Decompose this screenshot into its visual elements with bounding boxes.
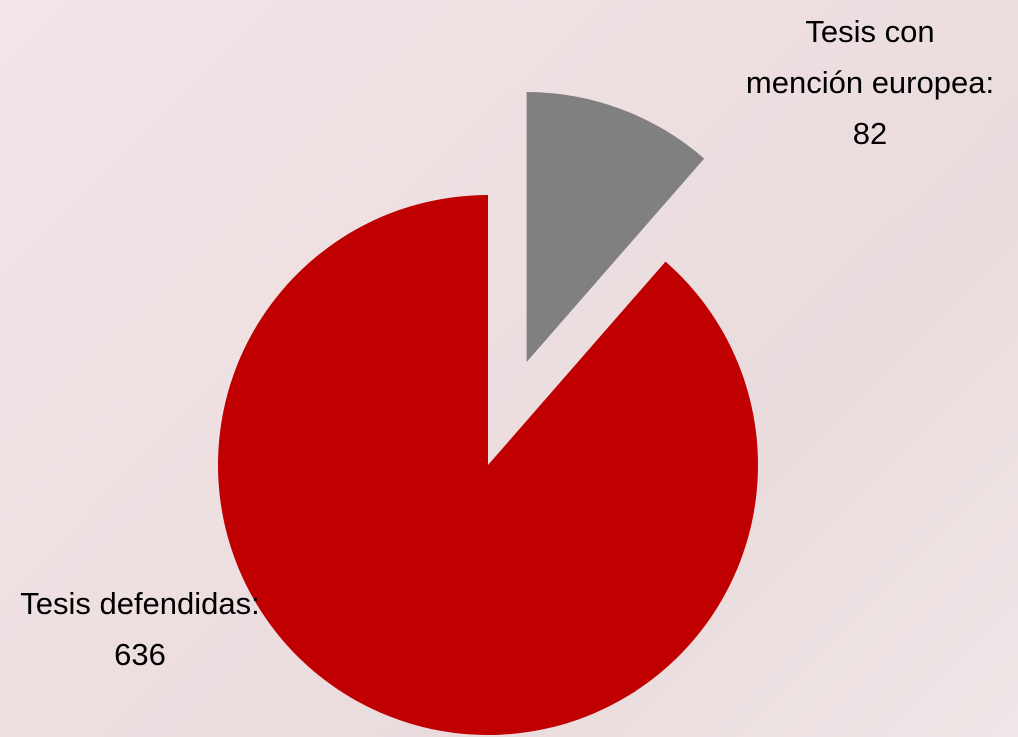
data-label: Tesis defendidas: 636	[10, 578, 270, 680]
page: Tesis con mención europea: 82 Tesis defe…	[0, 0, 1018, 737]
pie-slice	[218, 195, 758, 735]
data-label: Tesis con mención europea: 82	[745, 6, 995, 159]
